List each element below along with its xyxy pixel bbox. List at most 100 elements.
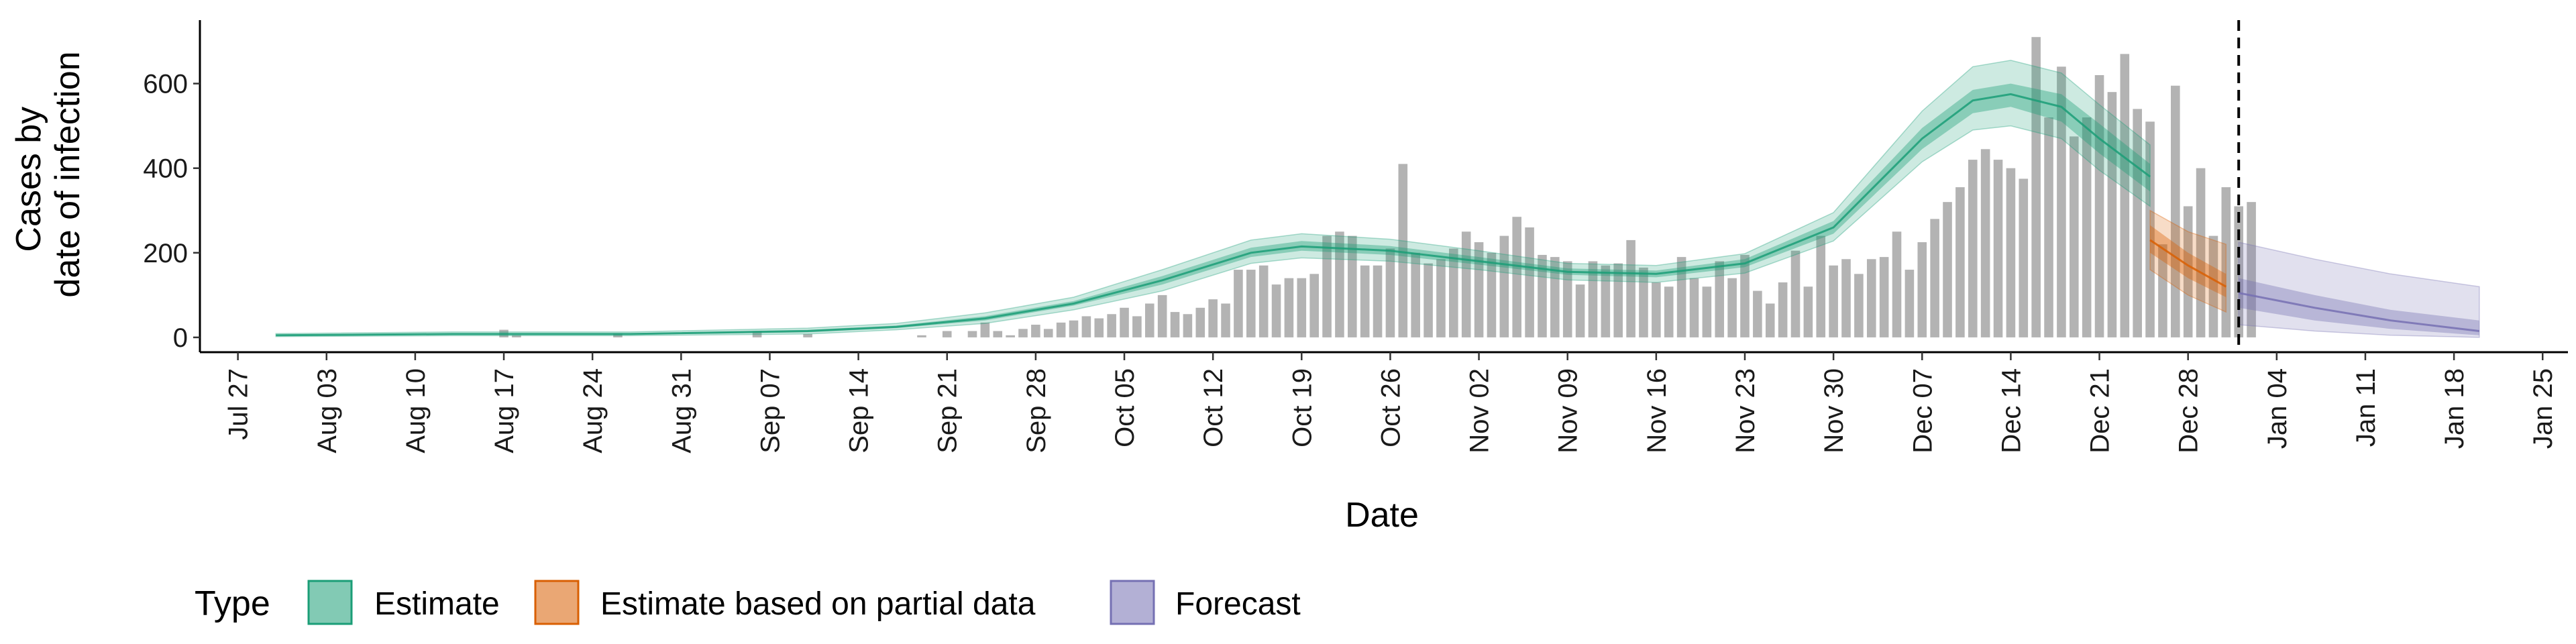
bar [1841,259,1851,337]
x-tick-label: Aug 24 [578,368,608,453]
bar [1765,303,1775,337]
bar [1271,284,1281,337]
bar [2031,37,2041,337]
bar [2120,54,2130,337]
ribbon-50-forecast [2239,278,2479,335]
x-tick-label: Dec 14 [1996,368,2026,453]
ribbon-90-forecast [2238,241,2480,338]
bar [1487,252,1497,337]
ribbon-90-estimate_partial [2149,209,2227,313]
bar [1727,278,1737,337]
x-tick-label: Aug 10 [401,368,431,453]
bar [1854,274,1864,337]
bar [2171,85,2180,337]
bar [1449,248,1458,337]
legend-label-estimate-partial: Estimate based on partial data [600,586,1036,622]
ribbon-90-estimate [275,60,2151,337]
bar [1107,314,1116,337]
median-line-forecast [2238,292,2480,332]
bar [1195,307,1205,337]
bar [1778,282,1788,337]
bar [1385,248,1395,337]
bar [1373,265,1383,337]
bar [1208,299,1218,337]
ribbon-50-estimate_partial [2150,225,2226,297]
bar [1550,257,1560,337]
axes-layer: 0 200 400 600 Jul 27 Aug 03 Aug 10 Aug 17 Aug 24… [143,20,2568,453]
bar [1715,261,1725,337]
x-tick-label: Aug 03 [313,368,342,453]
bar [1297,278,1307,337]
y-tick-label: 400 [143,154,188,184]
legend-swatch-forecast [1110,580,1155,625]
bar [1652,282,1661,337]
bar [993,331,1003,337]
bar [1512,217,1522,337]
bars-layer [499,37,2256,337]
bar [1980,149,1990,337]
bar [1639,267,1648,337]
median-line-estimate [276,93,2151,337]
x-tick-label: Oct 12 [1199,368,1228,447]
x-tick-label: Nov 30 [1819,368,1849,453]
bar [1562,261,1572,337]
bar [1753,290,1762,337]
bar [1879,257,1889,337]
bar [2019,178,2029,337]
y-tick-label: 600 [143,70,188,99]
bar [1930,219,1939,337]
bar [1006,335,1015,337]
bar [1943,202,1952,337]
legend-label-estimate: Estimate [374,586,500,622]
x-tick-label: Sep 14 [845,368,874,453]
x-tick-label: Jan 18 [2440,368,2469,449]
x-tick-label: Oct 05 [1110,368,1140,447]
x-tick-label: Sep 28 [1022,368,1051,453]
bar [1031,325,1040,337]
x-tick-label: Jan 04 [2263,368,2292,449]
bar [1917,242,1927,337]
bar [1170,312,1180,337]
x-tick-label: Nov 16 [1642,368,1672,453]
bar [2208,235,2218,337]
bar [1018,329,1028,337]
bar [1284,278,1294,337]
x-tick-label: Nov 23 [1731,368,1760,453]
bar [1993,160,2003,337]
bar [1904,270,1915,337]
bar [1740,254,1750,337]
bar [2057,66,2066,337]
bar [1968,160,1978,337]
bar [1626,239,1635,337]
bar [967,331,977,337]
bar [1246,270,1256,337]
y-tick-label: 0 [173,323,188,353]
bar [1613,263,1623,337]
bar [1132,316,1142,337]
bar [1676,257,1686,337]
bar [1816,235,1826,337]
x-tick-label: Dec 07 [1908,368,1937,453]
bar [1069,320,1079,337]
bar [1829,265,1838,337]
x-tick-label: Jan 25 [2528,368,2558,449]
bar [2247,202,2256,337]
bar [1081,316,1091,337]
bar [2221,187,2231,337]
bar [1398,164,1408,337]
bar [1309,274,1319,337]
x-tick-label: Dec 21 [2086,368,2115,453]
bar [1183,314,1193,337]
bar [1335,231,1344,337]
x-tick-label: Nov 02 [1465,368,1495,453]
bar [1322,235,1332,337]
x-tick-label: Sep 21 [933,368,963,453]
y-axis-title: Cases by date of infection [9,51,87,297]
bar [1411,252,1420,337]
bar [980,322,990,337]
bar [1360,265,1370,337]
legend-label-forecast: Forecast [1175,586,1301,622]
legend-swatch-estimate-partial [534,580,580,625]
bar [1424,263,1433,337]
